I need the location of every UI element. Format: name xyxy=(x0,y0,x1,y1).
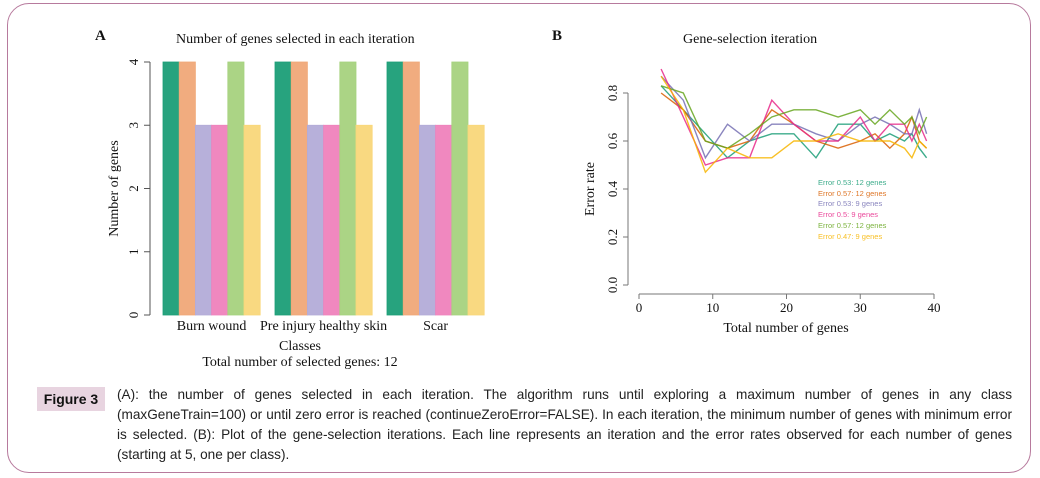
legend-entry: Error 0.5: 9 genes xyxy=(818,210,879,220)
chart-b-title: Gene-selection iteration xyxy=(683,32,818,47)
legend-entry: Error 0.47: 9 genes xyxy=(818,231,883,241)
x-tick-label: 0 xyxy=(636,300,643,315)
legend-entry: Error 0.57: 12 genes xyxy=(818,220,887,230)
x-category-label: Burn wound xyxy=(177,319,247,334)
y-tick-label: 0.6 xyxy=(605,132,620,149)
y-tick-label: 0.0 xyxy=(605,277,620,293)
x-tick-label: 20 xyxy=(780,300,793,315)
y-tick-label: 4 xyxy=(126,58,141,65)
x-category-label: Pre injury healthy skin xyxy=(260,319,387,334)
bar xyxy=(467,124,485,316)
legend-entry: Error 0.53: 9 genes xyxy=(818,199,883,209)
y-tick-label: 0.4 xyxy=(605,180,620,197)
series-line xyxy=(660,92,928,150)
chart-a-title: Number of genes selected in each iterati… xyxy=(176,32,415,47)
series-line xyxy=(660,68,928,166)
bar xyxy=(355,124,373,316)
total-genes-label: Total number of selected genes: 12 xyxy=(202,355,397,370)
y-tick-label: 0.2 xyxy=(605,229,620,245)
y-tick-label: 3 xyxy=(126,122,141,129)
figure-badge: Figure 3 xyxy=(37,387,105,411)
y-tick-label: 1 xyxy=(126,249,141,256)
panel-b-label: B xyxy=(552,28,563,44)
y-tick-label: 0.8 xyxy=(605,85,620,101)
x-tick-label: 10 xyxy=(706,300,719,315)
chart-b-legend: Error 0.53: 12 genes Error 0.57: 12 genes… xyxy=(818,178,886,242)
series-line xyxy=(660,75,928,174)
x-category-label: Scar xyxy=(423,319,448,334)
y-axis-label: Number of genes xyxy=(107,140,122,236)
bar xyxy=(243,124,261,316)
y-axis-label: Error rate xyxy=(583,162,598,216)
x-axis-label: Total number of genes xyxy=(723,321,848,336)
x-tick-label: 40 xyxy=(928,300,941,315)
figure-frame xyxy=(7,3,1031,473)
bar-chart: 0 1 2 3 4 Number of genes Burn wound Pre injury… xyxy=(107,58,485,370)
figure-caption: (A): the number of genes selected in eac… xyxy=(117,387,1012,462)
x-axis-label: Classes xyxy=(279,339,321,354)
line-chart: 0.0 0.2 0.4 0.6 0.8 Error rate 0 10 20 30 40 Total … xyxy=(583,68,941,336)
legend-entry: Error 0.53: 12 genes xyxy=(818,178,887,187)
legend-entry: Error 0.57: 12 genes xyxy=(818,188,887,198)
y-tick-label: 2 xyxy=(126,185,141,192)
y-tick-label: 0 xyxy=(126,312,141,319)
panel-a-label: A xyxy=(95,28,106,44)
series-line xyxy=(660,85,928,149)
x-tick-label: 30 xyxy=(854,300,867,315)
